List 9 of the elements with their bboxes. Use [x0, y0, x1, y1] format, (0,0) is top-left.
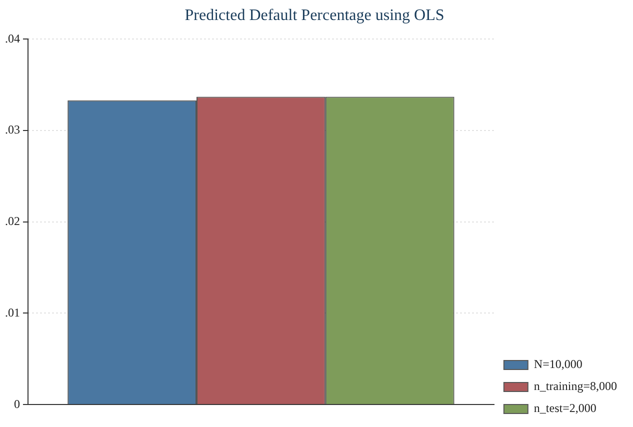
- y-tick-label: 0: [14, 396, 20, 411]
- legend-label: n_training=8,000: [534, 379, 617, 394]
- y-tick-label: .04: [5, 31, 20, 46]
- y-tick-label: .03: [5, 122, 20, 137]
- legend-label: N=10,000: [534, 357, 582, 372]
- y-tick-label: .02: [5, 214, 20, 228]
- chart-title: Predicted Default Percentage using OLS: [184, 6, 444, 24]
- legend-label: n_test=2,000: [534, 401, 596, 416]
- y-tick-label: .01: [5, 305, 20, 320]
